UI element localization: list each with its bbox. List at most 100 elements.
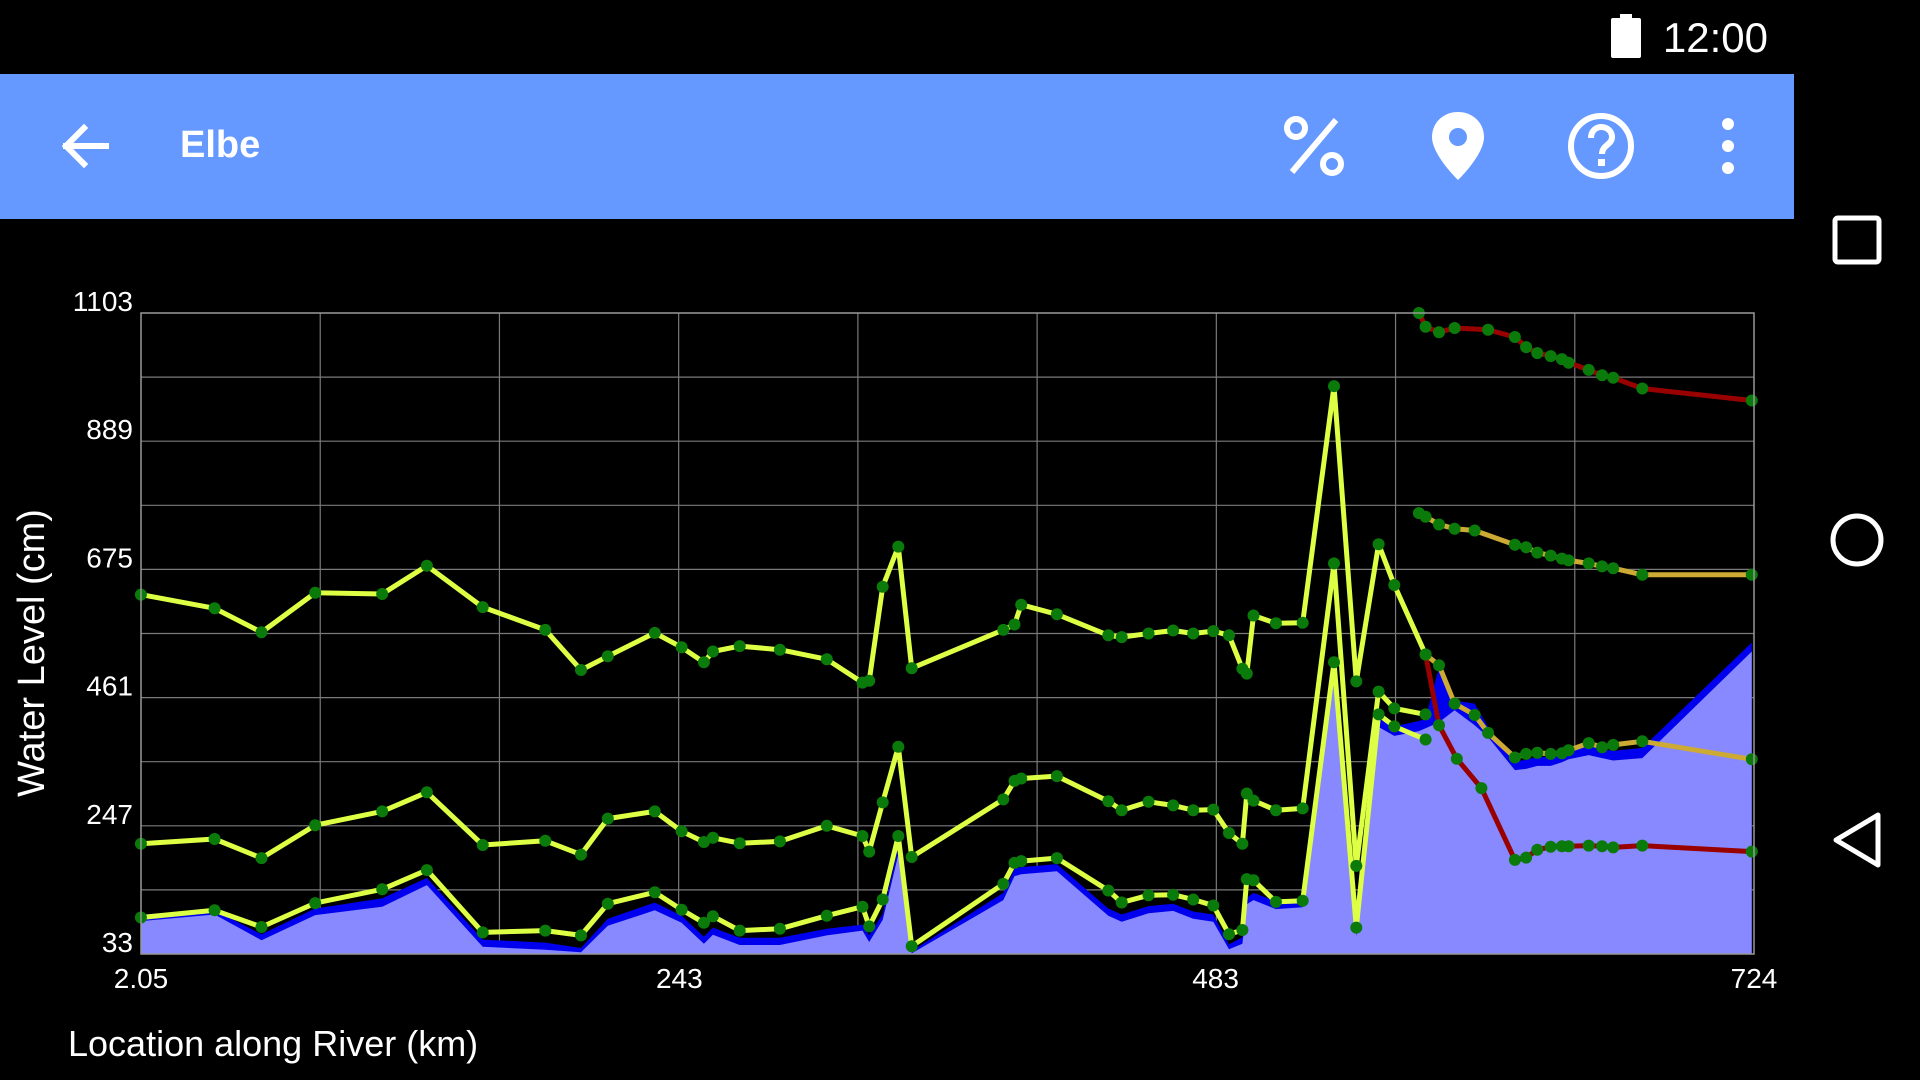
data-point	[1167, 624, 1180, 637]
data-point	[1350, 921, 1363, 934]
circle-icon	[1830, 513, 1884, 567]
data-point	[1207, 899, 1220, 912]
chart-markers	[134, 307, 1758, 953]
data-point	[1520, 541, 1533, 554]
data-point	[1142, 795, 1155, 808]
data-point	[1328, 557, 1340, 570]
percent-button[interactable]	[1274, 106, 1354, 186]
data-point	[997, 623, 1010, 636]
data-point	[1433, 518, 1445, 531]
overflow-menu-button[interactable]	[1688, 106, 1768, 186]
data-point	[1607, 562, 1620, 575]
data-point	[1167, 888, 1180, 901]
data-point	[1582, 737, 1595, 750]
data-point	[575, 929, 587, 942]
data-point	[697, 916, 710, 929]
data-point	[1520, 747, 1533, 760]
data-point	[1544, 840, 1557, 853]
arrow-back-icon	[61, 123, 109, 169]
data-point	[876, 893, 889, 906]
data-point	[1115, 804, 1128, 817]
data-point	[1582, 363, 1595, 376]
data-point	[1607, 738, 1620, 751]
data-point	[376, 883, 389, 896]
data-point	[1468, 709, 1481, 721]
data-point	[706, 645, 719, 658]
data-point	[733, 924, 746, 937]
data-point	[1636, 839, 1649, 852]
y-tick-label: 889	[86, 414, 133, 445]
back-button[interactable]	[44, 106, 124, 186]
square-icon	[1832, 215, 1882, 265]
data-point	[1745, 568, 1758, 581]
data-point	[1508, 331, 1521, 343]
data-point	[1223, 629, 1235, 642]
water-level-chart[interactable]: 33 247 461 675 889 1103 2.05 243 483 724 Water Le…	[0, 219, 1794, 1080]
help-button[interactable]	[1561, 106, 1641, 186]
data-point	[255, 852, 268, 865]
data-point	[1050, 852, 1063, 865]
data-point	[1269, 895, 1282, 908]
data-point	[706, 910, 719, 923]
data-point	[1596, 560, 1609, 573]
data-point	[1520, 341, 1533, 354]
data-point	[1015, 855, 1028, 868]
data-point	[1433, 326, 1445, 339]
data-point	[1187, 804, 1200, 817]
data-point	[773, 643, 786, 656]
data-point	[863, 845, 876, 858]
home-button[interactable]	[1817, 500, 1897, 580]
data-point	[420, 559, 433, 572]
data-point	[1531, 746, 1544, 759]
data-point	[1142, 889, 1155, 902]
data-point	[876, 580, 889, 593]
data-point	[1296, 802, 1309, 815]
data-point	[773, 835, 786, 848]
data-point	[476, 601, 489, 614]
data-point	[1372, 685, 1385, 698]
back-nav-button[interactable]	[1817, 800, 1897, 880]
data-point	[208, 904, 221, 917]
triangle-back-icon	[1833, 812, 1881, 868]
data-point	[1015, 772, 1028, 785]
data-point	[1448, 697, 1461, 710]
data-point	[1269, 804, 1282, 817]
y-tick-label: 33	[102, 927, 133, 958]
data-point	[1544, 549, 1557, 562]
data-point	[376, 805, 389, 818]
data-point	[1475, 782, 1488, 795]
data-point	[1531, 843, 1544, 856]
data-point	[863, 674, 876, 687]
data-point	[476, 926, 489, 939]
data-point	[1562, 356, 1575, 369]
y-tick-label: 1103	[73, 286, 133, 317]
data-point	[1350, 675, 1363, 688]
data-point	[1596, 840, 1609, 853]
data-point	[1562, 744, 1575, 757]
data-point	[1247, 609, 1260, 622]
data-point	[1419, 708, 1432, 721]
chart-ticks: 33 247 461 675 889 1103 2.05 243 483 724	[73, 286, 1778, 994]
data-point	[733, 837, 746, 850]
data-point	[905, 940, 918, 953]
location-button[interactable]	[1418, 106, 1498, 186]
x-tick-label: 243	[656, 963, 703, 994]
data-point	[1531, 347, 1544, 360]
data-point	[997, 793, 1010, 806]
data-point	[1636, 735, 1649, 748]
y-tick-label: 675	[86, 542, 133, 573]
data-point	[892, 740, 905, 753]
data-point	[1562, 554, 1575, 567]
data-point	[1102, 795, 1115, 808]
recents-button[interactable]	[1817, 200, 1897, 280]
data-point	[1296, 894, 1309, 907]
data-point	[1187, 627, 1200, 640]
data-point	[1388, 579, 1401, 591]
data-point	[648, 805, 661, 818]
data-point	[476, 839, 489, 851]
data-point	[863, 920, 876, 933]
data-point	[1388, 702, 1401, 715]
data-point	[1050, 608, 1063, 621]
data-point	[1207, 625, 1220, 638]
data-point	[648, 626, 661, 639]
